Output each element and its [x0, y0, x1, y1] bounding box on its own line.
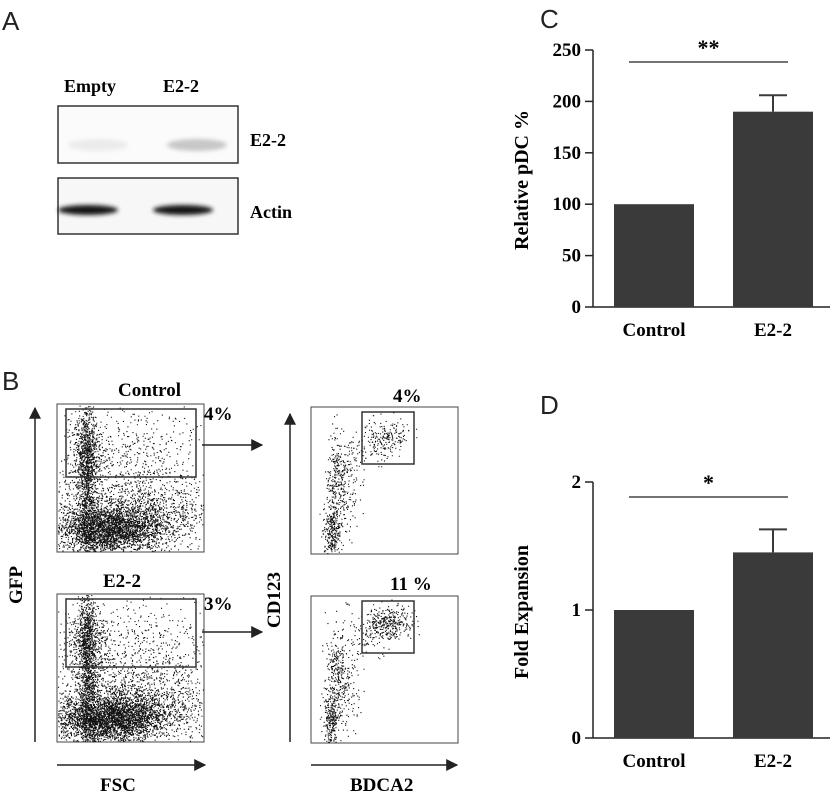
gfp-gate-percent-e2-2: 3% [204, 594, 233, 615]
x-tick-label: Control [623, 320, 686, 341]
panel-letter-d: D [540, 390, 559, 420]
gfp-gate-control [65, 408, 197, 478]
y-tick-label: 100 [553, 194, 582, 215]
blot-e2-2-frame [57, 105, 239, 164]
bar-e2-2 [733, 552, 813, 738]
fsc-axis-label: FSC [100, 775, 136, 796]
blot-e2-2-bands [68, 139, 227, 151]
pdc-plot-control-frame [310, 406, 459, 555]
event-dots [319, 599, 420, 743]
y-tick-label: 150 [553, 143, 582, 164]
cd123-axis-label: CD123 [264, 572, 285, 628]
pdc-gate-e2-2 [361, 600, 415, 654]
significance-marker: ** [698, 35, 720, 60]
pdc-plot-e2-2-events [319, 599, 420, 743]
x-tick-label: Control [623, 751, 686, 772]
chart-c-plot: 0 50 100 150 200 250 Control E2-2 ** [553, 35, 830, 341]
lane-label-empty: Empty [64, 76, 116, 96]
panel-letter-b: B [2, 366, 19, 396]
panel-a: A Empty E2-2 E2-2 Actin [2, 6, 292, 235]
event-dots [58, 405, 204, 552]
gfp-plot-title-control: Control [118, 380, 181, 401]
pdc-gate-percent-e2-2: 11 % [390, 574, 432, 595]
gfp-plot-e2-2-events [58, 595, 204, 742]
y-tick-label: 200 [553, 91, 582, 112]
panel-c: C Relative pDC % 0 50 100 150 200 250 Control E… [511, 4, 830, 341]
bdca2-axis-label: BDCA2 [350, 775, 413, 796]
gfp-gate-percent-control: 4% [204, 404, 233, 425]
blot-label-actin: Actin [250, 202, 292, 222]
blot-band [68, 139, 128, 151]
gfp-plot-title-e2-2: E2-2 [103, 571, 141, 592]
chart-d-plot: 0 1 2 Control E2-2 * [572, 470, 830, 772]
event-dots [319, 412, 418, 555]
panel-letter-c: C [540, 4, 559, 34]
blot-band [58, 205, 118, 215]
bar-control [614, 610, 694, 738]
y-tick-label: 250 [553, 40, 582, 61]
significance-marker: * [703, 470, 714, 495]
blot-actin-bands [58, 205, 213, 215]
event-dots [58, 595, 204, 742]
y-tick-label: 1 [572, 600, 582, 621]
y-tick-label: 0 [572, 297, 582, 318]
y-tick-label: 0 [572, 728, 582, 749]
y-tick-label: 2 [572, 472, 582, 493]
blot-label-e2-2: E2-2 [250, 130, 286, 150]
y-tick-label: 50 [562, 246, 581, 267]
x-tick-label: E2-2 [754, 751, 792, 772]
blot-band [153, 205, 213, 215]
bar-e2-2 [733, 111, 813, 308]
gfp-axis-label: GFP [6, 566, 27, 604]
panel-b: B Control 4% E2-2 3% GFP FSC 4% 11 % CD1… [2, 366, 459, 796]
panel-letter-a: A [2, 6, 20, 36]
chart-c-ylabel: Relative pDC % [511, 110, 533, 250]
gfp-plot-control-events [58, 405, 204, 552]
x-tick-label: E2-2 [754, 320, 792, 341]
lane-label-e2-2: E2-2 [163, 76, 199, 96]
bar-control [614, 204, 694, 307]
panel-d: D Fold Expansion 0 1 2 Control E2-2 * [511, 390, 830, 772]
pdc-plot-control-events [319, 412, 418, 555]
pdc-gate-control [361, 411, 415, 465]
blot-band [167, 139, 227, 151]
chart-d-ylabel: Fold Expansion [511, 545, 533, 679]
gfp-gate-e2-2 [65, 598, 197, 668]
pdc-gate-percent-control: 4% [393, 386, 422, 407]
